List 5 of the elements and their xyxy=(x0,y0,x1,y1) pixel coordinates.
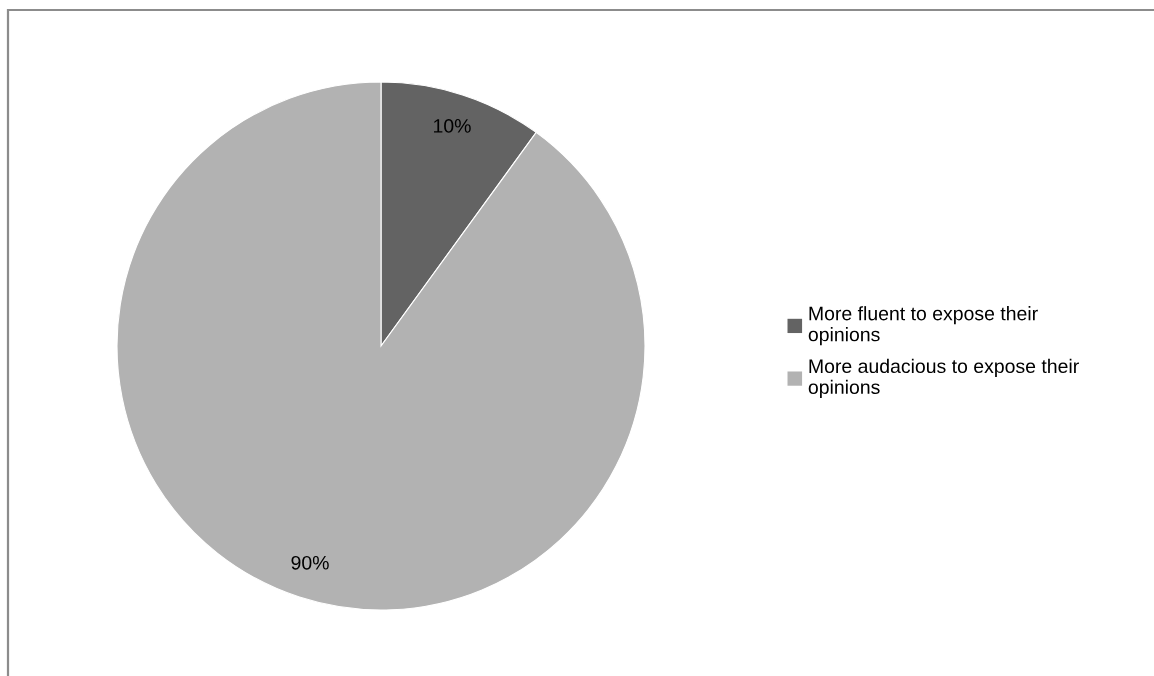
legend-label: More fluent to expose their opinions xyxy=(808,306,1038,346)
data-label: 90% xyxy=(291,555,329,570)
legend-label: More audacious to expose their opinions xyxy=(808,358,1079,398)
data-label: 10% xyxy=(434,119,471,133)
pie-slice xyxy=(116,81,646,611)
